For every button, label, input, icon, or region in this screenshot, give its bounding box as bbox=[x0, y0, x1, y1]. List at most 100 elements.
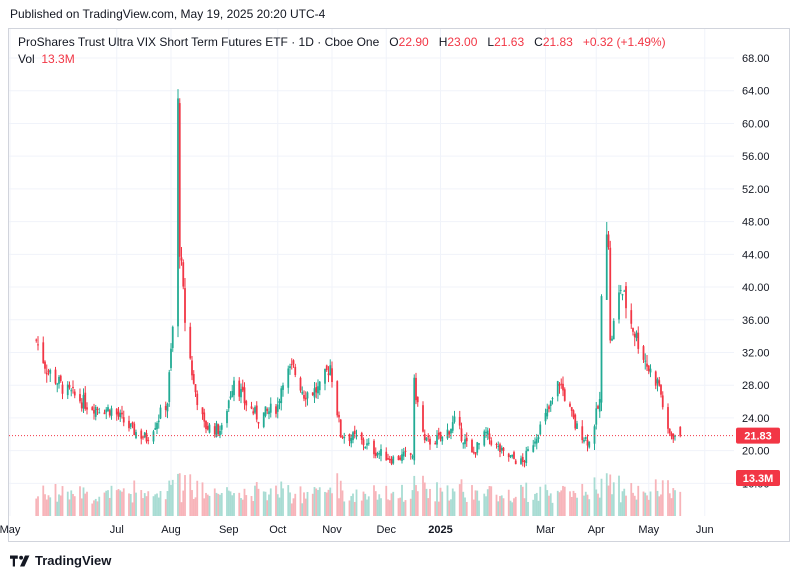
volume-bar bbox=[499, 496, 501, 516]
candle-body bbox=[131, 422, 134, 424]
volume-bar bbox=[436, 482, 438, 516]
candle-body bbox=[72, 386, 74, 388]
candle-body bbox=[278, 401, 281, 404]
y-tick-label: 48.00 bbox=[742, 217, 770, 229]
candle-body bbox=[348, 434, 351, 441]
volume-bar bbox=[380, 498, 382, 516]
candle-body bbox=[103, 412, 106, 415]
volume-bar bbox=[423, 482, 426, 516]
candle-body bbox=[612, 320, 615, 340]
volume-bar bbox=[315, 488, 318, 516]
volume-bar bbox=[474, 490, 477, 516]
volume-bar bbox=[353, 501, 356, 516]
candle-body bbox=[668, 428, 671, 434]
volume-bar bbox=[527, 501, 529, 516]
candle-body bbox=[388, 458, 391, 461]
volume-bar bbox=[292, 498, 295, 516]
candle-body bbox=[178, 103, 181, 257]
volume-bar bbox=[217, 493, 220, 516]
volume-bar bbox=[276, 494, 279, 516]
y-tick-label: 28.00 bbox=[742, 380, 770, 392]
volume-bar bbox=[537, 500, 540, 516]
candle-body bbox=[336, 381, 339, 416]
low-label: L bbox=[487, 35, 495, 49]
volume-bar bbox=[366, 499, 368, 516]
volume-bar bbox=[205, 492, 207, 516]
volume-bar bbox=[341, 490, 344, 516]
volume-bar bbox=[208, 495, 211, 516]
candle-body bbox=[255, 405, 258, 420]
volume-bar bbox=[623, 488, 626, 516]
candle-body bbox=[147, 439, 150, 441]
candle-body bbox=[661, 395, 664, 408]
candle-body bbox=[233, 380, 235, 396]
volume-bar bbox=[301, 503, 304, 516]
volume-bar bbox=[472, 499, 475, 516]
candle-body bbox=[91, 407, 94, 411]
volume-bar bbox=[70, 490, 73, 516]
candle-body bbox=[327, 373, 330, 376]
candle-body bbox=[240, 388, 242, 398]
candle-body bbox=[37, 344, 39, 346]
candle-body bbox=[59, 375, 62, 382]
x-tick-label: May bbox=[638, 524, 659, 536]
candle-body bbox=[142, 436, 144, 438]
candle-body bbox=[558, 384, 561, 386]
volume-bar bbox=[625, 495, 627, 516]
candle-body bbox=[500, 447, 503, 451]
candle-body bbox=[194, 384, 197, 393]
volume-bar bbox=[91, 503, 94, 516]
volume-bar bbox=[388, 500, 391, 516]
volume-bar bbox=[448, 500, 451, 516]
candle-body bbox=[231, 390, 234, 397]
volume-bar bbox=[318, 487, 321, 516]
volume-bar bbox=[327, 489, 330, 516]
candle-body bbox=[264, 406, 267, 416]
candle-body bbox=[544, 412, 547, 422]
last-price-label: 21.83 bbox=[744, 431, 772, 443]
candle-body bbox=[79, 394, 81, 402]
volume-bar bbox=[429, 488, 431, 516]
volume-bar bbox=[59, 495, 62, 516]
candle-body bbox=[569, 403, 571, 407]
candle-body bbox=[471, 439, 473, 453]
volume-bar bbox=[329, 487, 332, 516]
candle-body bbox=[373, 440, 375, 455]
candle-body bbox=[318, 381, 321, 391]
symbol-name: ProShares Trust Ultra VIX Short Term Fut… bbox=[18, 35, 288, 49]
tradingview-brand[interactable]: TradingView bbox=[10, 553, 111, 568]
candle-body bbox=[189, 326, 192, 359]
candle-body bbox=[280, 388, 283, 404]
candle-body bbox=[586, 439, 589, 446]
candle-body bbox=[350, 438, 353, 444]
volume-bar bbox=[446, 485, 449, 516]
candle-body bbox=[593, 426, 596, 444]
chart-frame bbox=[8, 28, 790, 542]
volume-bar bbox=[107, 490, 109, 516]
volume-bar bbox=[331, 493, 333, 516]
volume-bar bbox=[534, 493, 536, 516]
candle-body bbox=[502, 447, 505, 452]
volume-bar bbox=[632, 492, 634, 516]
volume-bar bbox=[460, 479, 463, 516]
volume-bar bbox=[674, 490, 676, 516]
candle-body bbox=[499, 444, 501, 452]
candle-body bbox=[387, 458, 389, 460]
candle-body bbox=[54, 369, 57, 384]
candle-body bbox=[290, 364, 293, 366]
candle-body bbox=[339, 419, 342, 437]
volume-bar bbox=[213, 488, 216, 516]
volume-bar bbox=[159, 491, 162, 516]
high-value: 23.00 bbox=[447, 35, 478, 49]
candle-body bbox=[269, 403, 272, 413]
price-badges: 21.83 13.3M bbox=[736, 427, 780, 486]
y-tick-label: 60.00 bbox=[742, 118, 770, 130]
candle-body bbox=[478, 443, 480, 445]
candle-body bbox=[647, 365, 650, 372]
volume-bar bbox=[551, 502, 554, 516]
candle-body bbox=[135, 432, 137, 439]
candle-body bbox=[145, 433, 148, 442]
volume-bar bbox=[462, 491, 465, 516]
candle-body bbox=[525, 450, 528, 463]
